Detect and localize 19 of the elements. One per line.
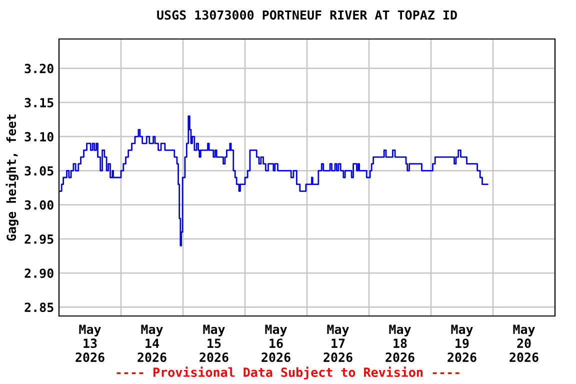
y-tick-label: 3.10	[24, 132, 54, 142]
y-axis-title: Gage height, feet	[6, 114, 18, 241]
y-tick-label: 2.95	[24, 234, 54, 244]
x-tick-label: May 14 2026	[138, 324, 166, 362]
text: ---- Provisional Data Subject to Revision ----	[116, 366, 460, 380]
y-tick-label: 3.15	[24, 98, 54, 108]
y-tick-label: 2.90	[24, 268, 54, 278]
y-tick-label: 2.85	[24, 302, 54, 312]
x-tick-label: May 15 2026	[200, 324, 228, 362]
x-tick-label: May 20 2026	[510, 324, 538, 362]
x-tick-label: May 18 2026	[386, 324, 414, 362]
x-tick-label: May 19 2026	[448, 324, 476, 362]
x-tick-label: May 16 2026	[262, 324, 290, 362]
x-tick-label: May 13 2026	[76, 324, 104, 362]
y-tick-label: 3.05	[24, 166, 54, 176]
y-tick-label: 3.20	[24, 64, 54, 74]
y-tick-label: 3.00	[24, 200, 54, 210]
x-tick-label: May 17 2026	[324, 324, 352, 362]
chart-title: USGS 13073000 PORTNEUF RIVER AT TOPAZ ID	[157, 10, 457, 20]
